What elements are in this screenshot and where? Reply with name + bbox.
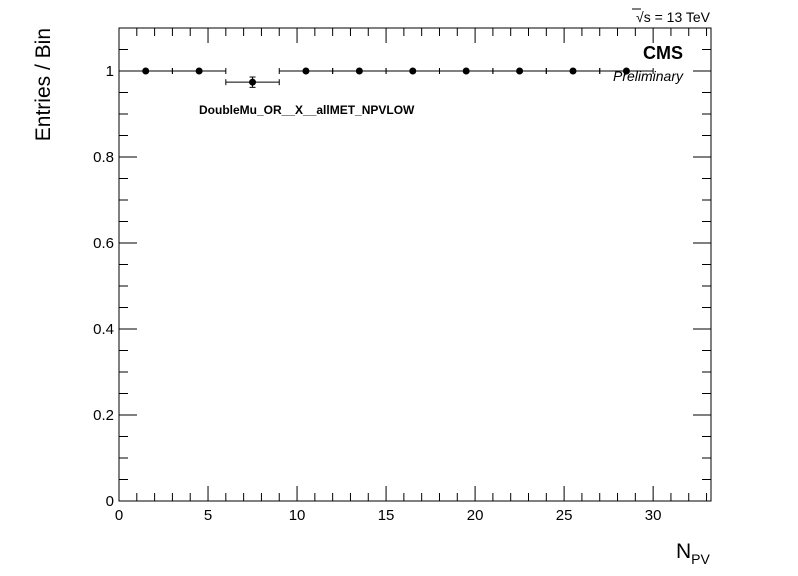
y-axis-title: Entries / Bin [32, 28, 55, 141]
x-tick-label: 5 [204, 507, 212, 524]
data-marker [516, 67, 524, 75]
y-tick-label: 1 [106, 63, 114, 80]
data-point [599, 67, 654, 75]
cms-label: CMS [643, 43, 683, 63]
data-point [225, 76, 280, 88]
x-tick-label: 0 [115, 507, 123, 524]
energy-label: √s = 13 TeV [636, 9, 711, 25]
energy-s: s [644, 9, 651, 25]
data-marker [409, 67, 417, 75]
data-marker [142, 67, 150, 75]
data-point [171, 67, 227, 75]
data-marker [622, 67, 630, 75]
y-tick-label: 0.2 [93, 407, 114, 424]
data-marker [462, 67, 470, 75]
x-axis-title-sub: PV [691, 551, 710, 567]
data-point [492, 67, 547, 75]
histogram-name-label: DoubleMu_OR__X__allMET_NPVLOW [199, 103, 415, 117]
data-marker [302, 67, 310, 75]
axis-tick-labels: 0 5 10 15 20 25 30 0 0.2 0.4 0.6 0.8 1 [93, 63, 661, 524]
x-tick-label: 30 [645, 507, 662, 524]
x-tick-label: 20 [467, 507, 484, 524]
y-tick-label: 0.6 [93, 235, 114, 252]
y-tick-label: 0 [106, 493, 114, 510]
data-marker [569, 67, 577, 75]
x-tick-label: 10 [289, 507, 306, 524]
energy-sqrt-sign: √ [636, 9, 644, 25]
x-axis-title-main: N [676, 540, 691, 563]
y-tick-label: 0.8 [93, 149, 114, 166]
x-tick-label: 25 [556, 507, 573, 524]
data-marker [195, 67, 203, 75]
preliminary-label: Preliminary [613, 68, 684, 84]
axis-ticks [118, 27, 711, 502]
data-marker [355, 67, 363, 75]
energy-value: = 13 TeV [651, 9, 711, 25]
data-marker [249, 78, 257, 86]
x-tick-label: 15 [378, 507, 395, 524]
data-points [118, 67, 654, 88]
y-tick-label: 0.4 [93, 321, 114, 338]
x-axis-title: NPV [676, 540, 711, 567]
